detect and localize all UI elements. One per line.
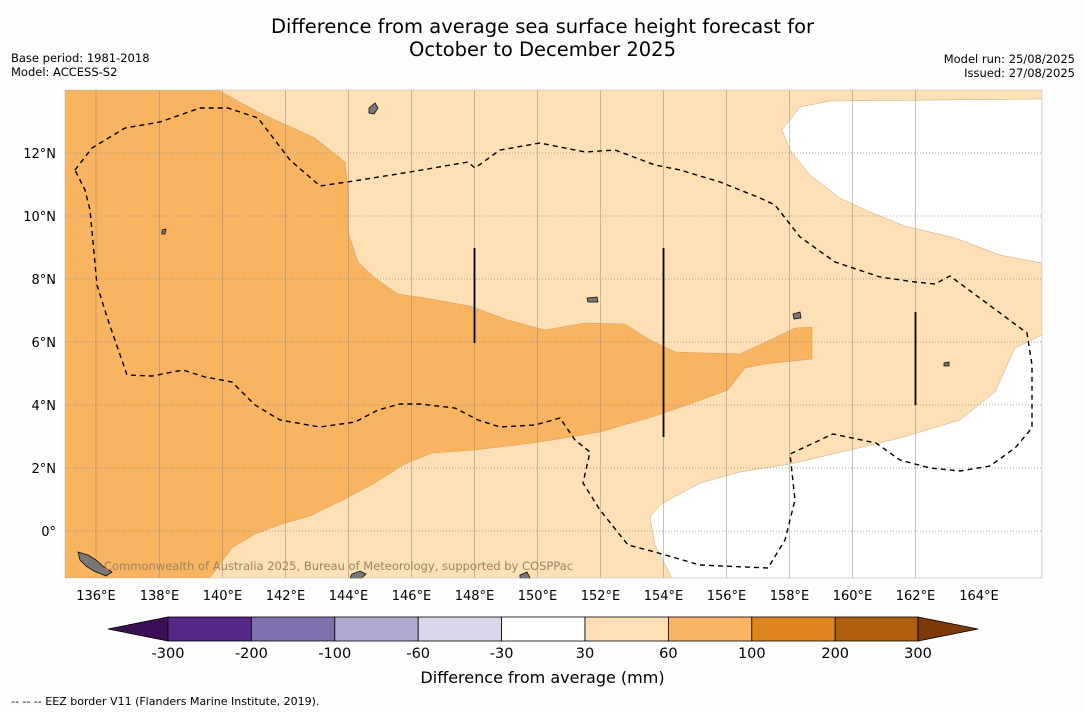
colorbar-extend-high bbox=[917, 616, 979, 642]
sea-level-neutral-region-south bbox=[649, 334, 1042, 578]
colorbar-tick-1: -300 bbox=[152, 646, 185, 662]
colorbar-tick-8: 100 bbox=[738, 646, 766, 662]
lon-label-142e: 142°E bbox=[266, 589, 306, 604]
lon-label-164e: 164°E bbox=[959, 589, 999, 604]
lat-label-0: 0° bbox=[41, 525, 56, 540]
lat-label-6n: 6°N bbox=[32, 336, 57, 351]
lon-label-148e: 148°E bbox=[455, 589, 495, 604]
colorbar-swatch-9 bbox=[834, 616, 919, 642]
grid-lines bbox=[65, 152, 1042, 532]
base-info: Base period: 1981-2018 Model: ACCESS-S2 bbox=[11, 51, 150, 79]
lon-label-154e: 154°E bbox=[644, 589, 684, 604]
title-line-1: Difference from average sea surface heig… bbox=[270, 15, 815, 38]
island-manus bbox=[349, 570, 367, 579]
issued-text: Issued: 27/08/2025 bbox=[964, 66, 1075, 80]
colorbar-extend-low bbox=[107, 616, 169, 642]
lon-label-160e: 160°E bbox=[833, 589, 873, 604]
island-yap bbox=[161, 228, 167, 235]
model-text: Model: ACCESS-S2 bbox=[11, 65, 118, 79]
island-guam bbox=[368, 102, 379, 115]
lat-label-8n: 8°N bbox=[32, 273, 57, 288]
title-line-2: October to December 2025 bbox=[409, 38, 676, 61]
lon-label-156e: 156°E bbox=[707, 589, 747, 604]
colorbar-tick-10: 300 bbox=[904, 646, 932, 662]
longitude-labels: 136°E 138°E 140°E 142°E 144°E 146°E 148°… bbox=[76, 589, 999, 604]
colorbar-swatch-1 bbox=[167, 616, 252, 642]
colorbar bbox=[107, 616, 979, 642]
map-plot-area bbox=[65, 90, 1042, 578]
colorbar-tick-4: -60 bbox=[406, 646, 430, 662]
island-pohnpei bbox=[792, 311, 802, 320]
latitude-labels: 12°N 10°N 8°N 6°N 4°N 2°N 0° bbox=[23, 147, 56, 540]
colorbar-swatch-3 bbox=[334, 616, 419, 642]
map-title: Difference from average sea surface heig… bbox=[0, 15, 1085, 61]
meridian-lines bbox=[95, 90, 916, 578]
eez-legend-note: -- -- -- EEZ border V11 (Flanders Marine… bbox=[11, 695, 320, 708]
sea-level-neutral-region-north bbox=[781, 98, 1042, 264]
island-kosrae bbox=[943, 361, 950, 367]
lon-label-144e: 144°E bbox=[329, 589, 369, 604]
lat-label-4n: 4°N bbox=[32, 399, 57, 414]
islands bbox=[77, 102, 950, 579]
lon-label-138e: 138°E bbox=[140, 589, 180, 604]
island-chuuk bbox=[586, 296, 599, 303]
model-run-text: Model run: 25/08/2025 bbox=[943, 52, 1075, 66]
eez-border-palau-fsm bbox=[74, 107, 1033, 569]
colorbar-ticks: -300 -200 -100 -60 -30 30 60 100 200 300 bbox=[152, 646, 932, 662]
island-new-guinea-coast bbox=[77, 551, 113, 577]
lon-label-136e: 136°E bbox=[76, 589, 116, 604]
colorbar-tick-9: 200 bbox=[821, 646, 849, 662]
colorbar-tick-5: -30 bbox=[490, 646, 514, 662]
lat-label-2n: 2°N bbox=[32, 462, 57, 477]
lon-label-140e: 140°E bbox=[203, 589, 243, 604]
colorbar-title: Difference from average (mm) bbox=[420, 668, 665, 687]
colorbar-swatch-5 bbox=[501, 616, 586, 642]
colorbar-tick-2: -200 bbox=[235, 646, 268, 662]
lon-label-152e: 152°E bbox=[581, 589, 621, 604]
colorbar-swatch-4 bbox=[417, 616, 503, 642]
lat-label-12n: 12°N bbox=[23, 147, 56, 162]
colorbar-tick-6: 30 bbox=[576, 646, 594, 662]
colorbar-swatch-8 bbox=[751, 616, 836, 642]
base-period-text: Base period: 1981-2018 bbox=[11, 51, 150, 65]
colorbar-tick-3: -100 bbox=[318, 646, 351, 662]
lon-label-150e: 150°E bbox=[518, 589, 558, 604]
copyright-text: Commonwealth of Australia 2025, Bureau o… bbox=[104, 559, 573, 573]
eez-borders bbox=[74, 107, 1033, 569]
lat-label-10n: 10°N bbox=[23, 210, 56, 225]
map-border bbox=[64, 89, 1043, 579]
colorbar-swatch-6 bbox=[584, 616, 669, 642]
colorbar-swatch-7 bbox=[668, 616, 753, 642]
colorbar-swatch-2 bbox=[250, 616, 336, 642]
lon-label-162e: 162°E bbox=[896, 589, 936, 604]
run-info: Model run: 25/08/2025 Issued: 27/08/2025 bbox=[944, 52, 1075, 80]
lon-label-146e: 146°E bbox=[392, 589, 432, 604]
colorbar-tick-7: 60 bbox=[659, 646, 677, 662]
lon-label-158e: 158°E bbox=[770, 589, 810, 604]
sea-level-60-100-region bbox=[65, 90, 813, 578]
